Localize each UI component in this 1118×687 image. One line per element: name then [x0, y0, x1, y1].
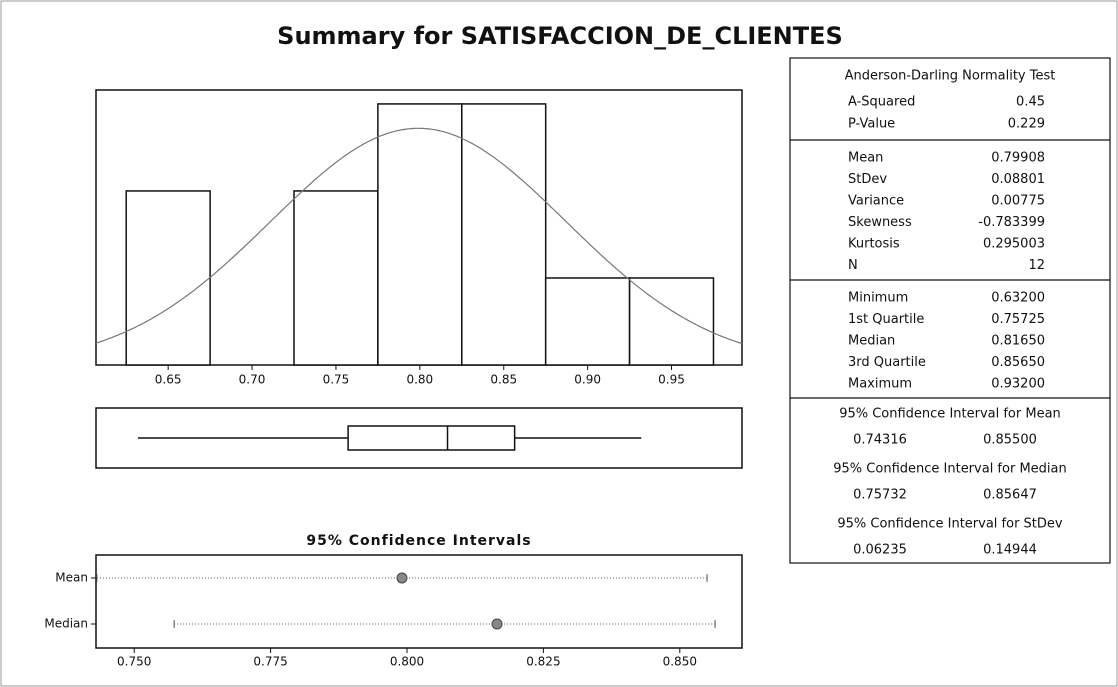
stat-label: Mean	[848, 151, 883, 166]
stat-value: -0.783399	[978, 215, 1045, 230]
histogram-bar	[293, 190, 379, 366]
stat-label: P-Value	[848, 117, 895, 132]
stat-label: Maximum	[848, 377, 912, 392]
x-tick-label: 0.95	[658, 373, 685, 387]
y-tick-label: Median	[44, 617, 88, 631]
stat-label: Kurtosis	[848, 237, 900, 252]
stat-value: 0.81650	[991, 334, 1045, 349]
stat-value: 0.295003	[983, 237, 1045, 252]
stat-label: Minimum	[848, 291, 908, 306]
x-tick-label: 0.85	[490, 373, 517, 387]
stat-value: 0.00775	[991, 194, 1045, 209]
stat-label: 3rd Quartile	[848, 355, 926, 370]
x-tick-label: 0.850	[663, 655, 697, 669]
stat-label: Skewness	[848, 215, 912, 230]
stat-value: 0.45	[1016, 95, 1045, 110]
interval-heading: 95% Confidence Interval for StDev	[837, 517, 1063, 532]
interval-frame	[95, 554, 743, 649]
box	[347, 425, 516, 451]
stat-value: 0.75725	[991, 312, 1045, 327]
x-tick-label: 0.775	[253, 655, 287, 669]
x-tick-label: 0.80	[406, 373, 433, 387]
histogram-bar	[461, 103, 547, 366]
stat-value: 0.79908	[991, 151, 1045, 166]
x-tick-label: 0.750	[117, 655, 151, 669]
interval-upper: 0.14944	[983, 543, 1037, 558]
stat-label: Variance	[848, 194, 904, 209]
stat-value: 0.93200	[991, 377, 1045, 392]
boxplot-frame	[95, 407, 743, 469]
x-tick-label: 0.90	[574, 373, 601, 387]
interval-upper: 0.85647	[983, 488, 1037, 503]
histogram-bar	[377, 103, 463, 366]
x-tick-label: 0.800	[390, 655, 424, 669]
x-tick-label: 0.65	[155, 373, 182, 387]
section-title: Anderson-Darling Normality Test	[845, 69, 1056, 84]
x-tick-label: 0.70	[239, 373, 266, 387]
stat-value: 12	[1028, 258, 1045, 273]
x-tick-label: 0.75	[323, 373, 350, 387]
interval-heading: 95% Confidence Interval for Mean	[839, 407, 1061, 422]
stat-label: N	[848, 258, 858, 273]
interval-lower: 0.06235	[853, 543, 907, 558]
interval-point	[396, 572, 408, 584]
stats-frame	[789, 57, 1111, 564]
interval-lower: 0.74316	[853, 433, 907, 448]
histogram-bar	[125, 190, 211, 366]
y-tick-label: Mean	[55, 571, 88, 585]
histogram-bar	[544, 277, 631, 366]
stat-label: A-Squared	[848, 95, 915, 110]
interval-point	[491, 618, 503, 630]
histogram-bar	[628, 277, 715, 366]
stat-value: 0.08801	[991, 172, 1045, 187]
stat-label: Median	[848, 334, 895, 349]
x-tick-label: 0.825	[526, 655, 560, 669]
stat-value: 0.229	[1008, 117, 1045, 132]
interval-upper: 0.85500	[983, 433, 1037, 448]
normal-fit-curve	[95, 127, 743, 345]
stat-value: 0.85650	[991, 355, 1045, 370]
stat-label: StDev	[848, 172, 887, 187]
chart-title: Summary for SATISFACCION_DE_CLIENTES	[277, 22, 843, 50]
stat-label: 1st Quartile	[848, 312, 924, 327]
stat-value: 0.63200	[991, 291, 1045, 306]
interval-heading: 95% Confidence Interval for Median	[833, 462, 1066, 477]
interval-lower: 0.75732	[853, 488, 907, 503]
interval-title: 95% Confidence Intervals	[306, 533, 531, 549]
